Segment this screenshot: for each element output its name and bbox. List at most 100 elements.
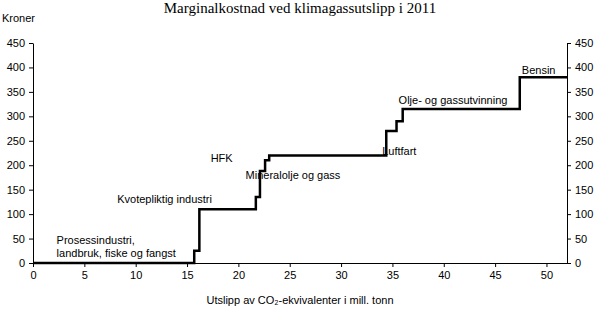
tick-mark (238, 263, 239, 267)
tick-label: 30 (335, 269, 347, 281)
x-axis: 0 5 10 15 20 25 30 35 40 45 50 (30, 263, 567, 281)
tick-label: 150 (7, 184, 25, 196)
tick: 200 (567, 159, 593, 171)
tick: 250 (567, 135, 593, 147)
tick: 400 (567, 61, 593, 73)
tick-mark (567, 239, 571, 240)
tick: 0 (19, 257, 33, 269)
tick-mark (29, 67, 33, 68)
annotation: Prosessindustri,landbruk, fiske og fangs… (57, 234, 176, 259)
tick-mark (567, 165, 571, 166)
step-line (33, 77, 567, 263)
tick-label: 350 (7, 86, 25, 98)
tick: 300 (567, 110, 593, 122)
tick-mark (29, 214, 33, 215)
tick-mark (29, 239, 33, 240)
tick: 5 (82, 263, 88, 281)
tick: 50 (567, 233, 587, 245)
annotation-line: landbruk, fiske og fangst (57, 247, 176, 259)
axis-line (33, 44, 34, 264)
annotation-line: Kvotepliktig industri (117, 193, 212, 205)
annotation-line: Bensin (522, 64, 556, 76)
tick-label: 40 (438, 269, 450, 281)
tick-label: 0 (575, 257, 581, 269)
tick: 45 (489, 263, 501, 281)
tick-label: 50 (541, 269, 553, 281)
annotations: Prosessindustri,landbruk, fiske og fangs… (57, 64, 556, 259)
tick-label: 0 (19, 257, 25, 269)
annotation-line: Prosessindustri, (57, 234, 135, 246)
annotation-line: Olje- og gassutvinning (399, 94, 508, 106)
tick-mark (567, 214, 571, 215)
tick: 200 (7, 159, 33, 171)
tick-label: 20 (233, 269, 245, 281)
tick-label: 0 (30, 269, 36, 281)
tick: 30 (335, 263, 347, 281)
tick: 150 (7, 184, 33, 196)
tick: 100 (567, 208, 593, 220)
tick: 450 (7, 37, 33, 49)
tick-label: 100 (575, 208, 593, 220)
annotation-line: Mineralolje og gass (246, 169, 341, 181)
tick: 100 (7, 208, 33, 220)
tick: 250 (7, 135, 33, 147)
annotation: Olje- og gassutvinning (399, 94, 508, 106)
tick-label: 250 (575, 135, 593, 147)
tick-label: 450 (7, 37, 25, 49)
tick-label: 25 (284, 269, 296, 281)
tick: 450 (567, 37, 593, 49)
tick-mark (444, 263, 445, 267)
tick: 35 (387, 263, 399, 281)
tick-mark (290, 263, 291, 267)
annotation: Mineralolje og gass (246, 169, 341, 181)
tick-label: 350 (575, 86, 593, 98)
tick-label: 200 (575, 159, 593, 171)
y-axis-title: Kroner (2, 12, 35, 24)
y-axis-right: 0 50 100 150 200 250 300 350 400 450 (567, 37, 593, 269)
tick-mark (29, 116, 33, 117)
title: Marginalkostnad ved klimagassutslipp i 2… (164, 0, 436, 16)
tick: 350 (567, 86, 593, 98)
tick: 25 (284, 263, 296, 281)
tick-mark (29, 190, 33, 191)
tick-label: 50 (575, 233, 587, 245)
tick-mark (29, 263, 33, 264)
tick-label: 100 (7, 208, 25, 220)
tick-mark (567, 67, 571, 68)
tick-label: 35 (387, 269, 399, 281)
tick: 40 (438, 263, 450, 281)
tick: 150 (567, 184, 593, 196)
axis-line (567, 44, 568, 264)
tick-mark (29, 141, 33, 142)
tick-label: 250 (7, 135, 25, 147)
tick: 50 (541, 263, 553, 281)
tick-label: 200 (7, 159, 25, 171)
tick-label: 15 (181, 269, 193, 281)
tick: 0 (567, 257, 581, 269)
tick-mark (392, 263, 393, 267)
tick-mark (567, 190, 571, 191)
tick-label: 400 (7, 61, 25, 73)
annotation-line: HFK (211, 152, 234, 164)
tick-mark (29, 165, 33, 166)
y-axis-left: 0 50 100 150 200 250 300 350 400 450 (7, 37, 34, 269)
tick-label: 45 (489, 269, 501, 281)
tick: 400 (7, 61, 33, 73)
tick: 300 (7, 110, 33, 122)
tick-mark (29, 43, 33, 44)
tick-mark (546, 263, 547, 267)
annotation: Bensin (522, 64, 556, 76)
tick-mark (341, 263, 342, 267)
tick-mark (567, 116, 571, 117)
tick-label: 300 (575, 110, 593, 122)
tick: 15 (181, 263, 193, 281)
tick-mark (567, 43, 571, 44)
tick-label: 50 (13, 233, 25, 245)
tick-mark (495, 263, 496, 267)
chart: Marginalkostnad ved klimagassutslipp i 2… (0, 0, 600, 312)
tick-label: 300 (7, 110, 25, 122)
tick-label: 5 (82, 269, 88, 281)
tick: 10 (130, 263, 142, 281)
tick-mark (567, 263, 571, 264)
tick: 0 (30, 263, 36, 281)
